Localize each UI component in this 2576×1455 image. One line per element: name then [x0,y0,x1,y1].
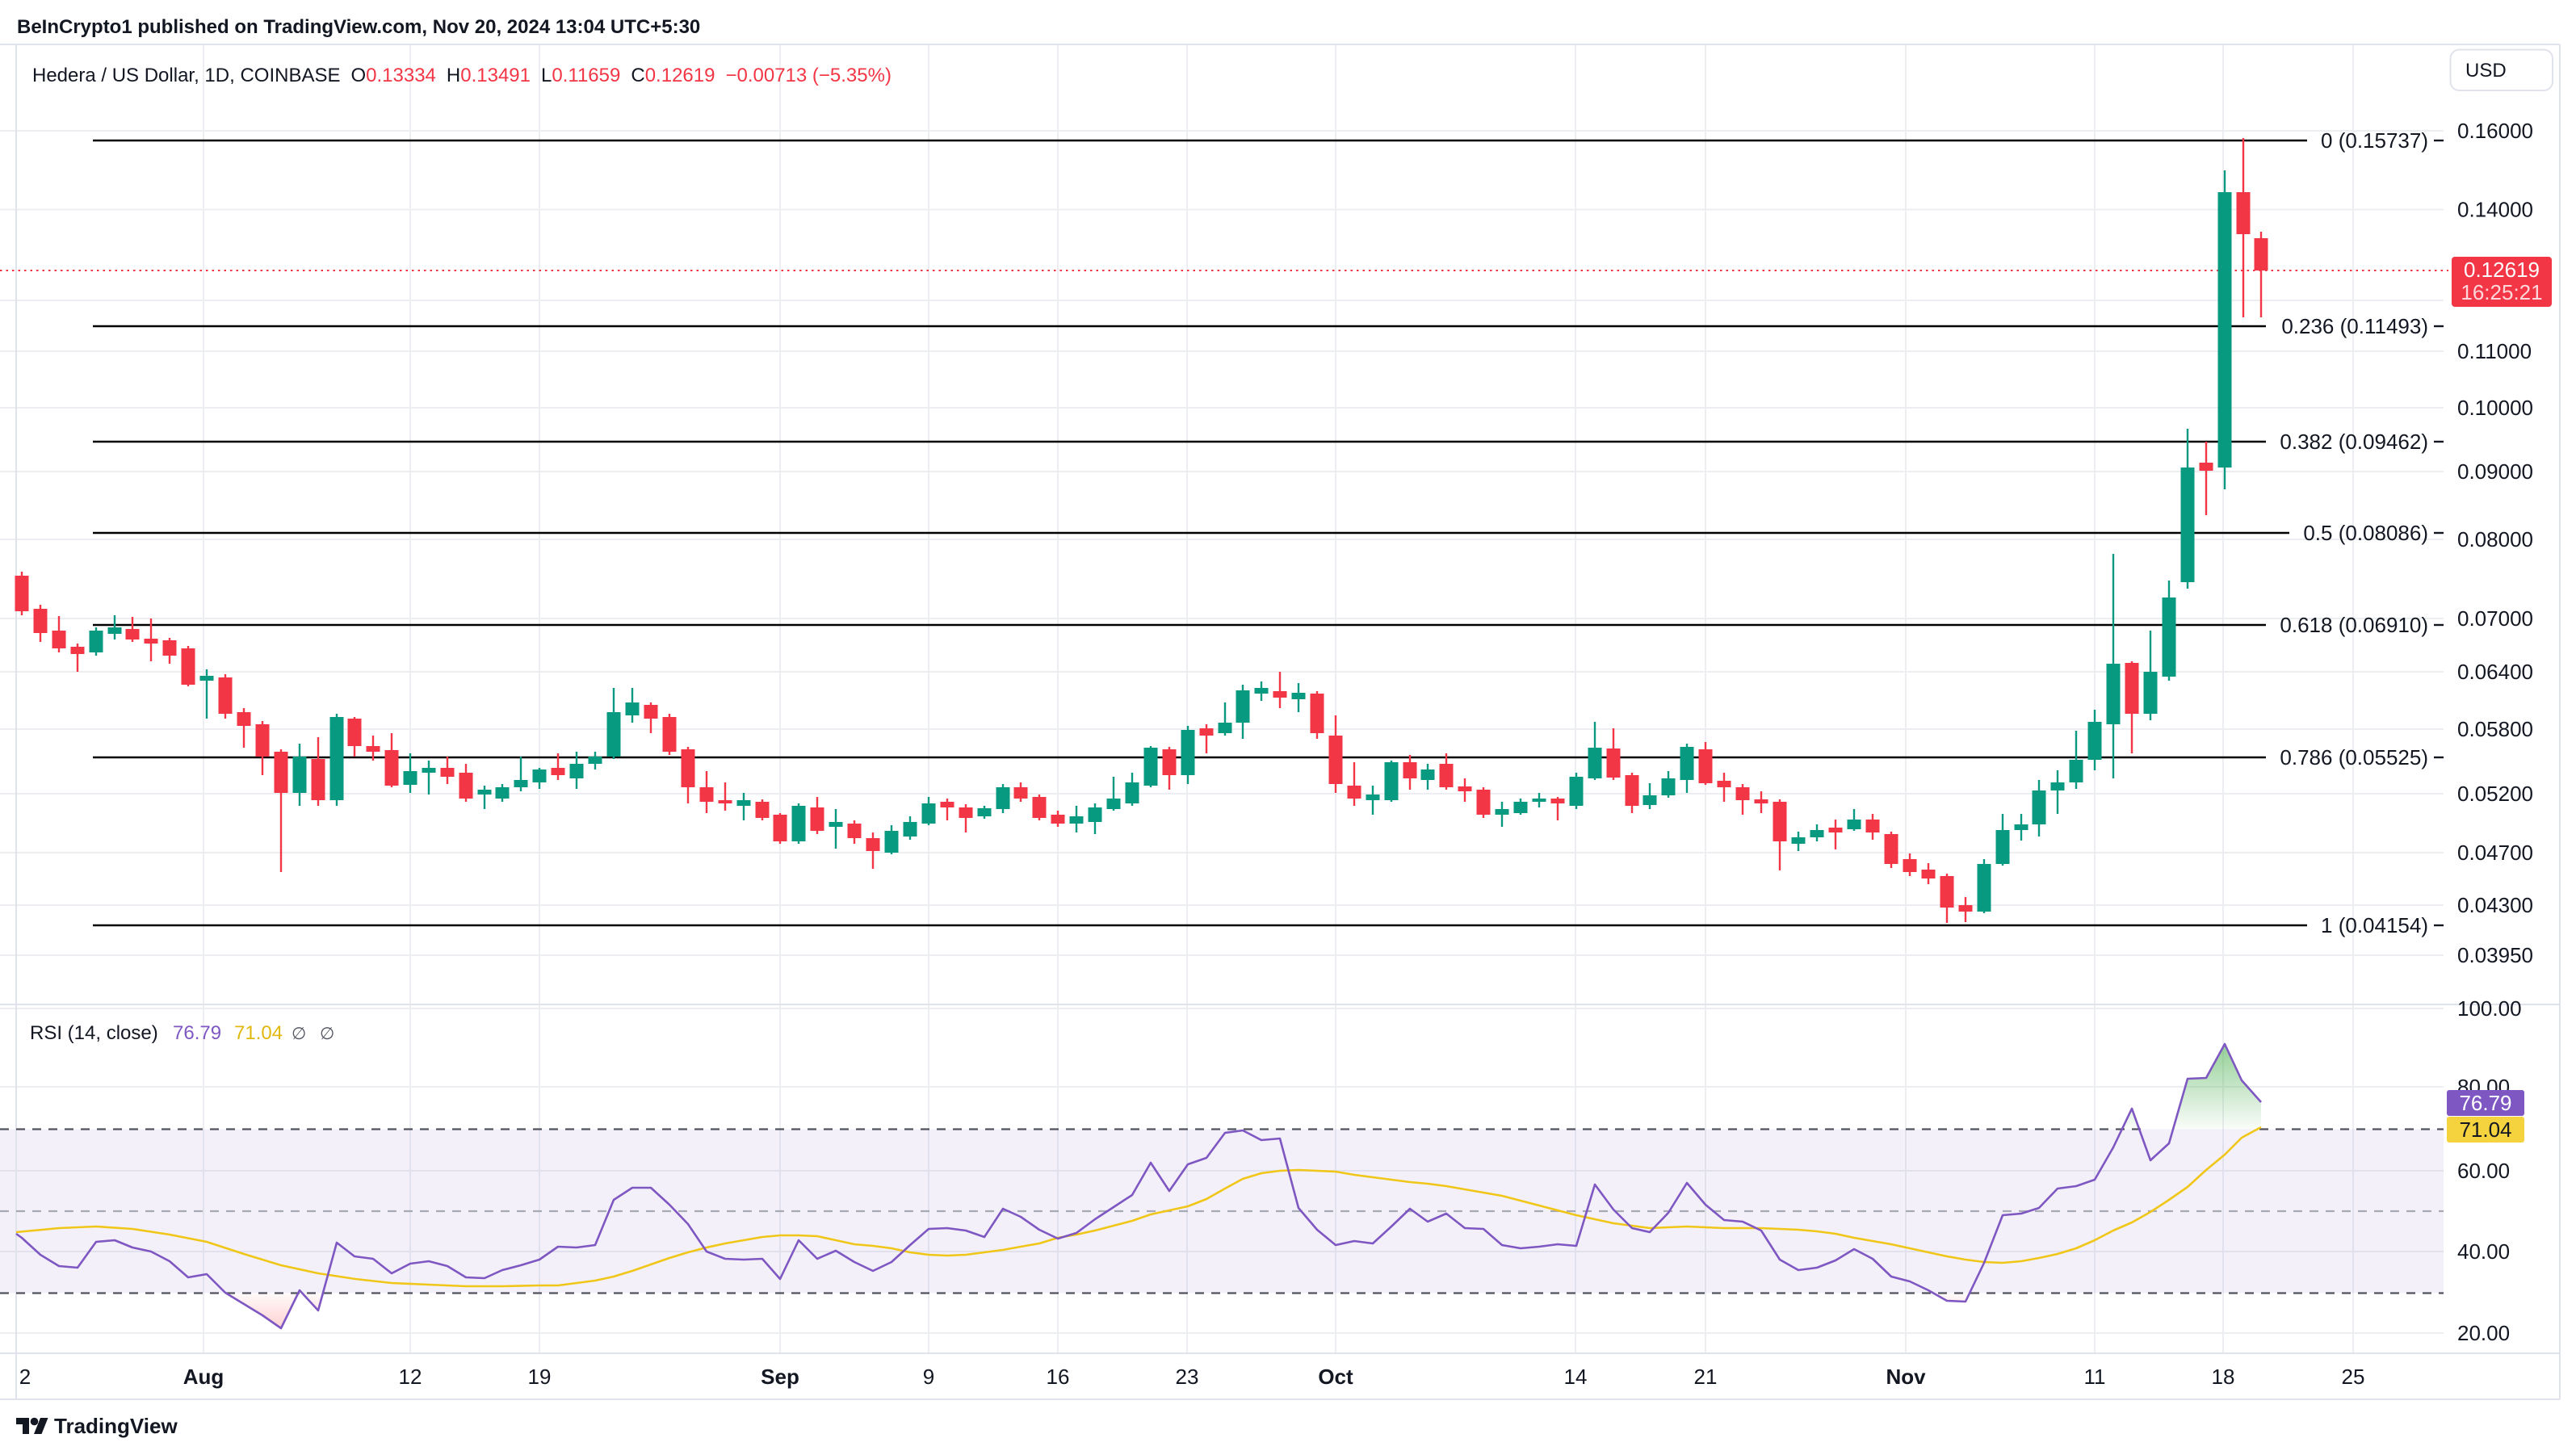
svg-text:USD: USD [2465,60,2507,82]
svg-text:16:25:21: 16:25:21 [2461,280,2542,304]
svg-text:0.04700: 0.04700 [2457,841,2533,865]
svg-text:0 (0.15737): 0 (0.15737) [2321,128,2428,153]
svg-text:0.236 (0.11493): 0.236 (0.11493) [2281,314,2428,338]
svg-text:16: 16 [1047,1365,1070,1389]
svg-text:12: 12 [399,1365,422,1389]
svg-text:2: 2 [19,1365,31,1389]
svg-text:1 (0.04154): 1 (0.04154) [2321,913,2428,937]
svg-text:18: 18 [2212,1365,2235,1389]
svg-text:0.09000: 0.09000 [2457,459,2533,484]
svg-text:21: 21 [1694,1365,1718,1389]
svg-text:Sep: Sep [761,1365,799,1389]
svg-text:0.10000: 0.10000 [2457,396,2533,420]
svg-text:Hedera / US Dollar, 1D, COINBA: Hedera / US Dollar, 1D, COINBASE O0.13334… [32,65,892,86]
svg-text:76.79: 76.79 [2459,1091,2511,1115]
svg-text:0.04300: 0.04300 [2457,893,2533,917]
svg-text:0.5 (0.08086): 0.5 (0.08086) [2303,521,2428,545]
svg-text:19: 19 [528,1365,552,1389]
svg-text:25: 25 [2342,1365,2365,1389]
svg-text:0.07000: 0.07000 [2457,606,2533,631]
svg-text:0.11000: 0.11000 [2457,339,2532,363]
svg-text:9: 9 [923,1365,934,1389]
svg-text:11: 11 [2084,1365,2106,1389]
svg-text:20.00: 20.00 [2457,1321,2510,1345]
svg-text:100.00: 100.00 [2457,996,2522,1021]
svg-text:0.08000: 0.08000 [2457,527,2533,551]
svg-text:0.786 (0.05525): 0.786 (0.05525) [2280,745,2428,769]
svg-text:0.06400: 0.06400 [2457,660,2533,684]
svg-text:23: 23 [1176,1365,1199,1389]
svg-text:0.05800: 0.05800 [2457,717,2533,741]
svg-text:0.12619: 0.12619 [2464,258,2540,282]
svg-text:0.618 (0.06910): 0.618 (0.06910) [2280,613,2428,637]
svg-text:0.382 (0.09462): 0.382 (0.09462) [2280,430,2428,454]
svg-text:Aug: Aug [183,1365,224,1389]
svg-text:BeInCrypto1 published on Tradi: BeInCrypto1 published on TradingView.com… [17,16,700,38]
svg-text:Nov: Nov [1886,1365,1926,1389]
svg-text:0.16000: 0.16000 [2457,119,2533,143]
svg-text:71.04: 71.04 [2459,1117,2511,1142]
svg-text:14: 14 [1564,1365,1588,1389]
svg-text:Oct: Oct [1318,1365,1353,1389]
svg-text:60.00: 60.00 [2457,1159,2510,1183]
svg-text:TradingView: TradingView [54,1414,178,1438]
svg-text:0.14000: 0.14000 [2457,198,2533,222]
svg-text:40.00: 40.00 [2457,1239,2510,1264]
svg-text:0.05200: 0.05200 [2457,782,2533,806]
svg-text:0.03950: 0.03950 [2457,943,2533,967]
